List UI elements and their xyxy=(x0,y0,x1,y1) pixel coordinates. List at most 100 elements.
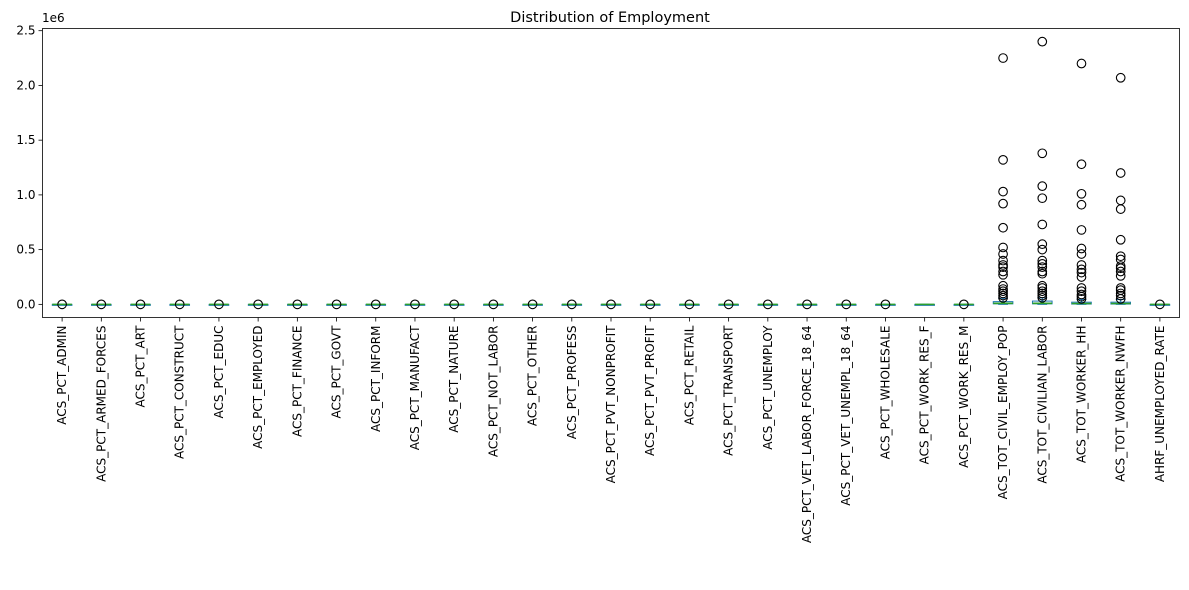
box-group xyxy=(992,53,1014,305)
outlier-point xyxy=(802,299,812,310)
outlier-point xyxy=(998,242,1008,253)
box-group xyxy=(247,299,269,310)
x-tick-label: ACS_TOT_WORKER_HH xyxy=(1074,326,1088,464)
box-group xyxy=(1110,72,1131,305)
y-tick-label: 0.0 xyxy=(16,297,35,311)
outlier-point xyxy=(1076,188,1087,199)
x-tick-label: ACS_PCT_CONSTRUCT xyxy=(173,325,187,459)
outlier-point xyxy=(1037,255,1048,266)
outlier-point xyxy=(1076,267,1087,278)
box-group xyxy=(679,299,700,310)
outlier-point xyxy=(998,255,1008,266)
outlier-point xyxy=(1076,243,1087,254)
outlier-point xyxy=(1076,264,1087,275)
x-tick-label: ACS_PCT_OTHER xyxy=(526,326,540,427)
outlier-point xyxy=(57,299,67,310)
outlier-point xyxy=(1076,225,1087,235)
x-tick-label: ACS_PCT_EDUC xyxy=(212,326,226,419)
box-group xyxy=(443,299,465,310)
outlier-point xyxy=(370,299,381,310)
outlier-point xyxy=(880,299,891,310)
x-tick-label: ACS_PCT_VET_UNEMPL_18_64 xyxy=(839,326,853,506)
box-group xyxy=(1149,299,1171,310)
outlier-point xyxy=(1115,263,1126,274)
outlier-point xyxy=(645,299,656,310)
x-tick-label: AHRF_UNEMPLOYED_RATE xyxy=(1153,326,1167,483)
box-group xyxy=(326,299,347,310)
outlier-point xyxy=(292,299,303,310)
outlier-point xyxy=(1076,199,1087,210)
outlier-point xyxy=(1037,219,1048,230)
outlier-point xyxy=(998,292,1008,303)
outlier-point xyxy=(998,262,1008,272)
x-tick-label: ACS_PCT_EMPLOYED xyxy=(251,326,265,449)
outlier-point xyxy=(488,299,499,310)
box-group xyxy=(875,299,896,310)
box-group xyxy=(953,299,975,310)
outlier-point xyxy=(998,280,1008,291)
x-tick-label: ACS_PCT_NATURE xyxy=(447,326,461,433)
outlier-point xyxy=(331,299,342,310)
x-tick-label: ACS_PCT_ARMED_FORCES xyxy=(94,326,108,482)
outlier-point xyxy=(1115,266,1126,277)
x-tick-label: ACS_PCT_WORK_RES_M xyxy=(957,326,971,468)
outlier-point xyxy=(684,299,695,310)
outlier-point xyxy=(1037,262,1048,272)
outlier-point xyxy=(1115,251,1126,262)
box-group xyxy=(91,299,112,310)
x-tick-label: ACS_PCT_MANUFACT xyxy=(408,325,422,450)
y-axis: 0.0 0.5 1.0 1.5 2.0 2.5 xyxy=(16,24,43,311)
outlier-point xyxy=(1076,159,1087,170)
outlier-point xyxy=(1076,260,1087,270)
y-tick-label: 2.0 xyxy=(16,78,35,92)
outlier-point xyxy=(1037,181,1048,191)
outlier-point xyxy=(762,299,773,310)
box-group xyxy=(561,299,583,310)
outlier-point xyxy=(174,299,185,310)
y-axis-offset-label: 1e6 xyxy=(42,11,65,25)
x-tick-label: ACS_PCT_ART xyxy=(134,325,148,408)
x-tick-label: ACS_PCT_GOVT xyxy=(330,325,344,419)
outlier-point xyxy=(449,299,460,310)
outlier-point xyxy=(1037,36,1048,47)
outlier-point xyxy=(527,299,538,310)
outlier-point xyxy=(1037,283,1048,293)
x-tick-label: ACS_PCT_WORK_RES_F xyxy=(918,325,932,464)
outlier-point xyxy=(1115,204,1126,214)
outlier-point xyxy=(723,299,734,310)
outlier-point xyxy=(959,299,969,310)
box-group xyxy=(639,299,661,310)
outlier-point xyxy=(1115,271,1126,281)
box-group xyxy=(718,299,739,310)
outlier-point xyxy=(1037,193,1048,204)
outlier-point xyxy=(998,53,1008,63)
box-group xyxy=(1071,58,1092,305)
box-group xyxy=(1031,36,1053,305)
x-tick-label: ACS_PCT_PVT_NONPROFIT xyxy=(604,325,618,484)
box-group xyxy=(365,299,387,310)
x-tick-label: ACS_PCT_TRANSPORT xyxy=(722,325,736,456)
box-group xyxy=(208,299,230,310)
outlier-point xyxy=(1037,244,1048,255)
outlier-point xyxy=(998,269,1008,280)
x-tick-label: ACS_TOT_CIVILIAN_LABOR xyxy=(1035,326,1049,484)
box-group xyxy=(130,299,151,310)
outlier-point xyxy=(1037,268,1048,279)
box-group xyxy=(600,299,622,310)
outlier-point xyxy=(998,249,1008,259)
x-tick-label: ACS_TOT_CIVIL_EMPLOY_POP xyxy=(996,326,1010,500)
x-tick-label: ACS_PCT_UNEMPLOY xyxy=(761,325,775,450)
x-tick-label: ACS_PCT_INFORM xyxy=(369,326,383,433)
outlier-point xyxy=(1076,249,1087,259)
outlier-point xyxy=(998,198,1008,209)
box-group xyxy=(404,299,426,310)
x-tick-label: ACS_PCT_VET_LABOR_FORCE_18_64 xyxy=(800,325,814,543)
box-group xyxy=(757,299,779,310)
outlier-point xyxy=(1115,290,1126,301)
box-group xyxy=(287,299,308,310)
y-tick-label: 1.0 xyxy=(16,188,35,202)
outlier-point xyxy=(1037,148,1048,159)
outlier-point xyxy=(998,222,1008,233)
outlier-point xyxy=(1115,195,1126,206)
